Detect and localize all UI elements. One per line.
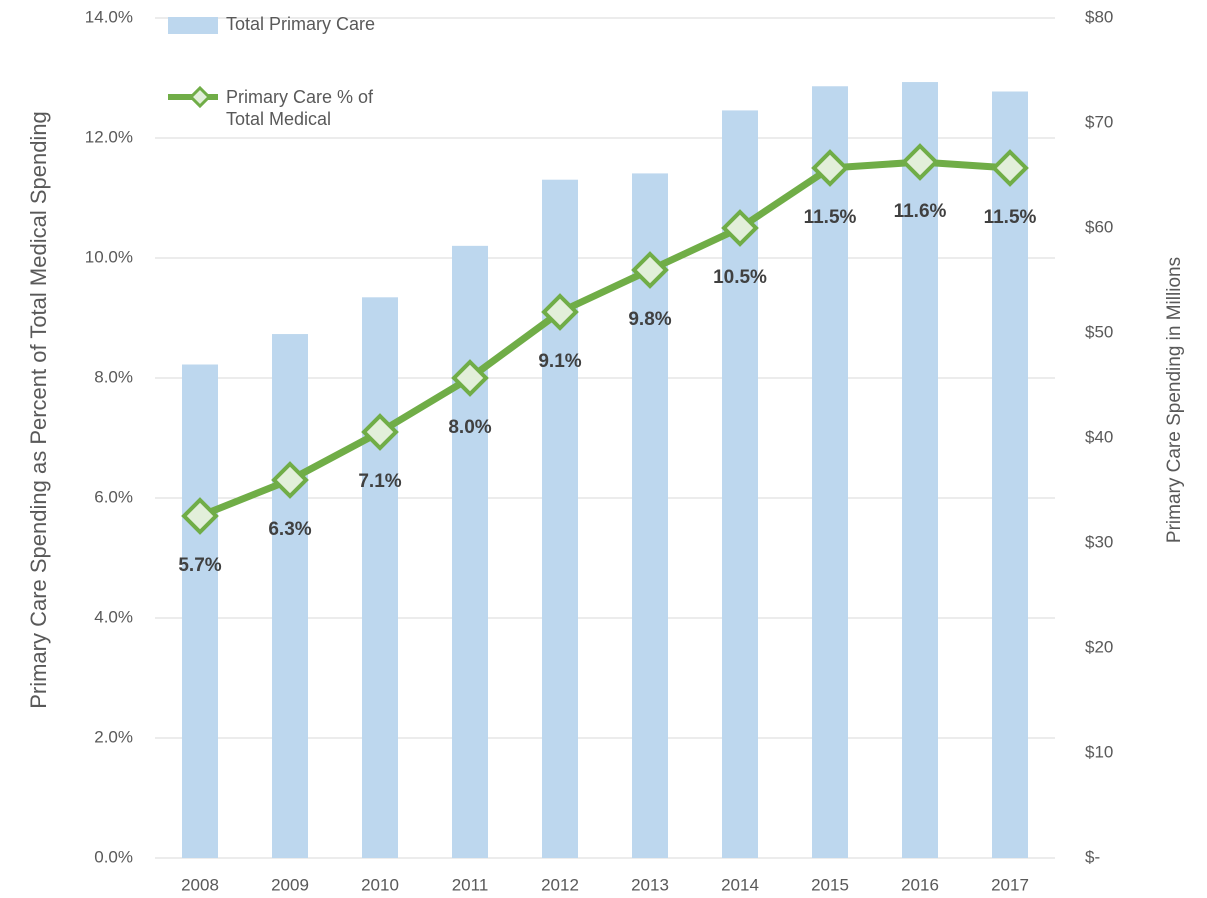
line-marker bbox=[541, 293, 579, 331]
y2-axis-title: Primary Care Spending in Millions bbox=[1164, 257, 1185, 543]
y-tick-label: 4.0% bbox=[94, 607, 133, 626]
data-label: 11.5% bbox=[984, 207, 1037, 228]
legend-bar-swatch bbox=[168, 17, 218, 34]
y2-tick-label: $10 bbox=[1085, 742, 1113, 761]
y2-tick-label: $80 bbox=[1085, 7, 1113, 26]
y-tick-label: 10.0% bbox=[85, 247, 133, 266]
data-label: 9.8% bbox=[628, 309, 671, 330]
data-label: 11.5% bbox=[804, 207, 857, 228]
y2-tick-label: $- bbox=[1085, 847, 1100, 866]
data-label: 10.5% bbox=[713, 267, 767, 288]
legend-line-marker bbox=[188, 85, 212, 109]
data-label: 9.1% bbox=[538, 351, 581, 372]
line-marker bbox=[361, 413, 399, 451]
y-tick-label: 6.0% bbox=[94, 487, 133, 506]
bar bbox=[992, 91, 1028, 858]
bar bbox=[902, 82, 938, 859]
bar bbox=[812, 86, 848, 858]
line-marker bbox=[901, 143, 939, 181]
x-tick-label: 2012 bbox=[541, 875, 579, 894]
data-label: 11.6% bbox=[894, 201, 947, 222]
x-tick-label: 2013 bbox=[631, 875, 669, 894]
bar bbox=[362, 297, 398, 858]
line-marker bbox=[631, 251, 669, 289]
data-label: 6.3% bbox=[268, 519, 311, 540]
y2-tick-label: $40 bbox=[1085, 427, 1113, 446]
line-marker bbox=[991, 149, 1029, 187]
data-label: 7.1% bbox=[358, 471, 401, 492]
y-tick-label: 12.0% bbox=[85, 127, 133, 146]
x-tick-label: 2011 bbox=[452, 875, 489, 894]
y2-tick-label: $20 bbox=[1085, 637, 1113, 656]
bar bbox=[452, 245, 488, 859]
y-tick-label: 2.0% bbox=[94, 727, 133, 746]
line bbox=[198, 158, 1011, 520]
x-tick-label: 2008 bbox=[181, 875, 219, 894]
y2-tick-label: $60 bbox=[1085, 217, 1113, 236]
x-tick-label: 2016 bbox=[901, 875, 939, 894]
line-marker bbox=[811, 149, 849, 187]
line-marker bbox=[271, 461, 309, 499]
bar bbox=[542, 179, 578, 858]
data-label: 8.0% bbox=[448, 417, 491, 438]
y2-tick-label: $70 bbox=[1085, 112, 1113, 131]
y-tick-label: 14.0% bbox=[85, 7, 133, 26]
y2-tick-label: $30 bbox=[1085, 532, 1113, 551]
y-tick-label: 8.0% bbox=[94, 367, 133, 386]
line-marker bbox=[721, 209, 759, 247]
x-tick-label: 2017 bbox=[991, 875, 1029, 894]
bar bbox=[272, 334, 308, 858]
y-tick-label: 0.0% bbox=[94, 847, 133, 866]
x-tick-label: 2014 bbox=[721, 875, 759, 894]
line-marker bbox=[451, 359, 489, 397]
line-marker bbox=[181, 497, 219, 535]
x-tick-label: 2009 bbox=[271, 875, 309, 894]
x-tick-label: 2015 bbox=[811, 875, 849, 894]
bar bbox=[182, 364, 218, 858]
legend-line-label: Primary Care % of Total Medical bbox=[226, 87, 374, 129]
data-label: 5.7% bbox=[178, 555, 221, 576]
x-tick-label: 2010 bbox=[361, 875, 399, 894]
y-axis-title: Primary Care Spending as Percent of Tota… bbox=[26, 111, 51, 709]
legend-bar-label: Total Primary Care bbox=[226, 14, 376, 34]
y2-tick-label: $50 bbox=[1085, 322, 1113, 341]
